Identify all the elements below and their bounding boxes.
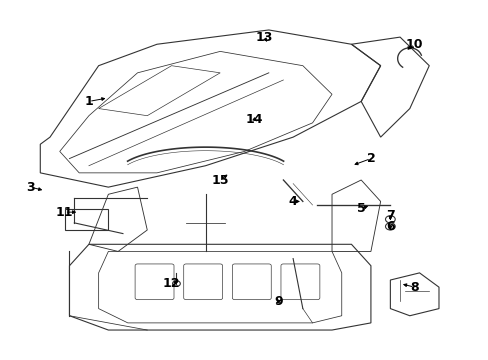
- Text: 11: 11: [56, 206, 73, 219]
- Text: 3: 3: [26, 181, 35, 194]
- Text: 2: 2: [366, 152, 374, 165]
- Text: 15: 15: [211, 174, 228, 186]
- Text: 8: 8: [409, 281, 418, 294]
- Text: 14: 14: [245, 113, 263, 126]
- Text: 12: 12: [163, 277, 180, 290]
- Text: 9: 9: [274, 295, 282, 308]
- Text: 4: 4: [288, 195, 297, 208]
- Text: 1: 1: [84, 95, 93, 108]
- Text: 10: 10: [405, 38, 423, 51]
- Text: 7: 7: [385, 209, 394, 222]
- Text: 13: 13: [255, 31, 272, 44]
- Text: 5: 5: [356, 202, 365, 215]
- Text: 6: 6: [385, 220, 394, 233]
